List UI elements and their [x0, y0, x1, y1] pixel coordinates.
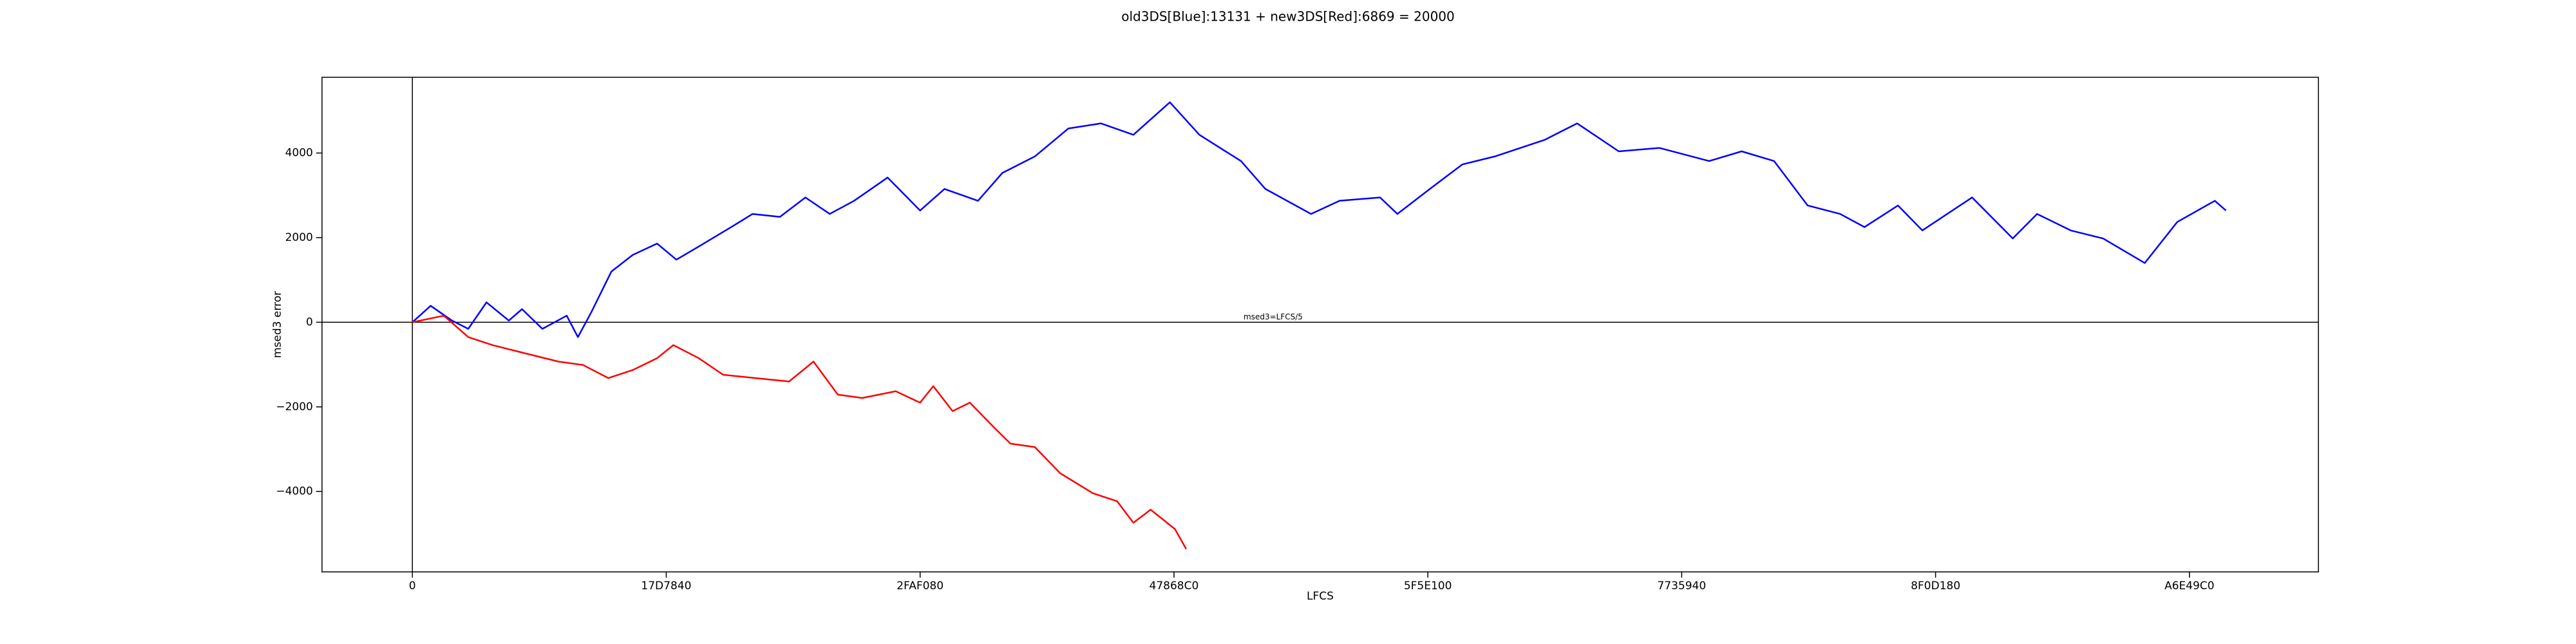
y-tick-label: 4000: [285, 147, 313, 160]
x-tick-label: 2FAF080: [896, 580, 943, 592]
x-tick-label: 7735940: [1657, 580, 1706, 592]
y-tick-label: −4000: [276, 485, 313, 498]
y-axis-label: msed3 error: [271, 291, 284, 358]
annotation: msed3=LFCS/5: [1244, 312, 1303, 321]
plot-frame: [321, 77, 2319, 573]
y-tick-label: 2000: [285, 231, 313, 244]
x-axis-label: LFCS: [1307, 590, 1334, 603]
chart-title: old3DS[Blue]:13131 + new3DS[Red]:6869 = …: [1121, 9, 1455, 24]
x-tick-label: 0: [409, 580, 416, 592]
x-tick-label: 8F0D180: [1911, 580, 1960, 592]
x-tick-label: 47868C0: [1150, 580, 1199, 592]
y-tick-label: 0: [306, 316, 313, 328]
y-tick-label: −2000: [276, 401, 313, 413]
x-tick-label: 17D7840: [641, 580, 692, 592]
series-line: [412, 314, 1187, 550]
x-tick-label: A6E49C0: [2164, 580, 2215, 592]
x-tick-label: 5F5E100: [1404, 580, 1452, 592]
series-line: [412, 101, 2227, 338]
